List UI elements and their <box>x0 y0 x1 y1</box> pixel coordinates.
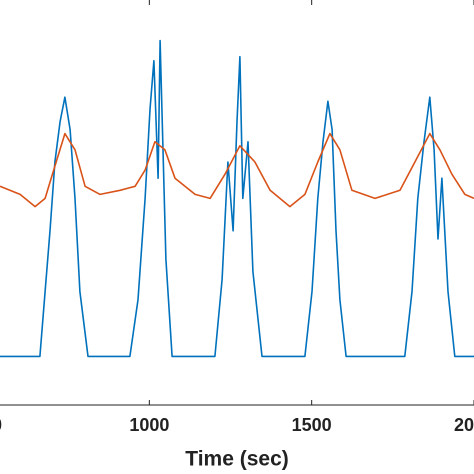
x-tick-label: 500 <box>0 415 2 435</box>
x-tick-label: 1500 <box>292 415 332 435</box>
series-line <box>0 39 474 358</box>
x-axis-label: Time (sec) <box>185 448 289 471</box>
x-tick-label: 2000 <box>454 415 474 435</box>
series-line <box>0 132 474 208</box>
x-tick-label: 1000 <box>129 415 169 435</box>
